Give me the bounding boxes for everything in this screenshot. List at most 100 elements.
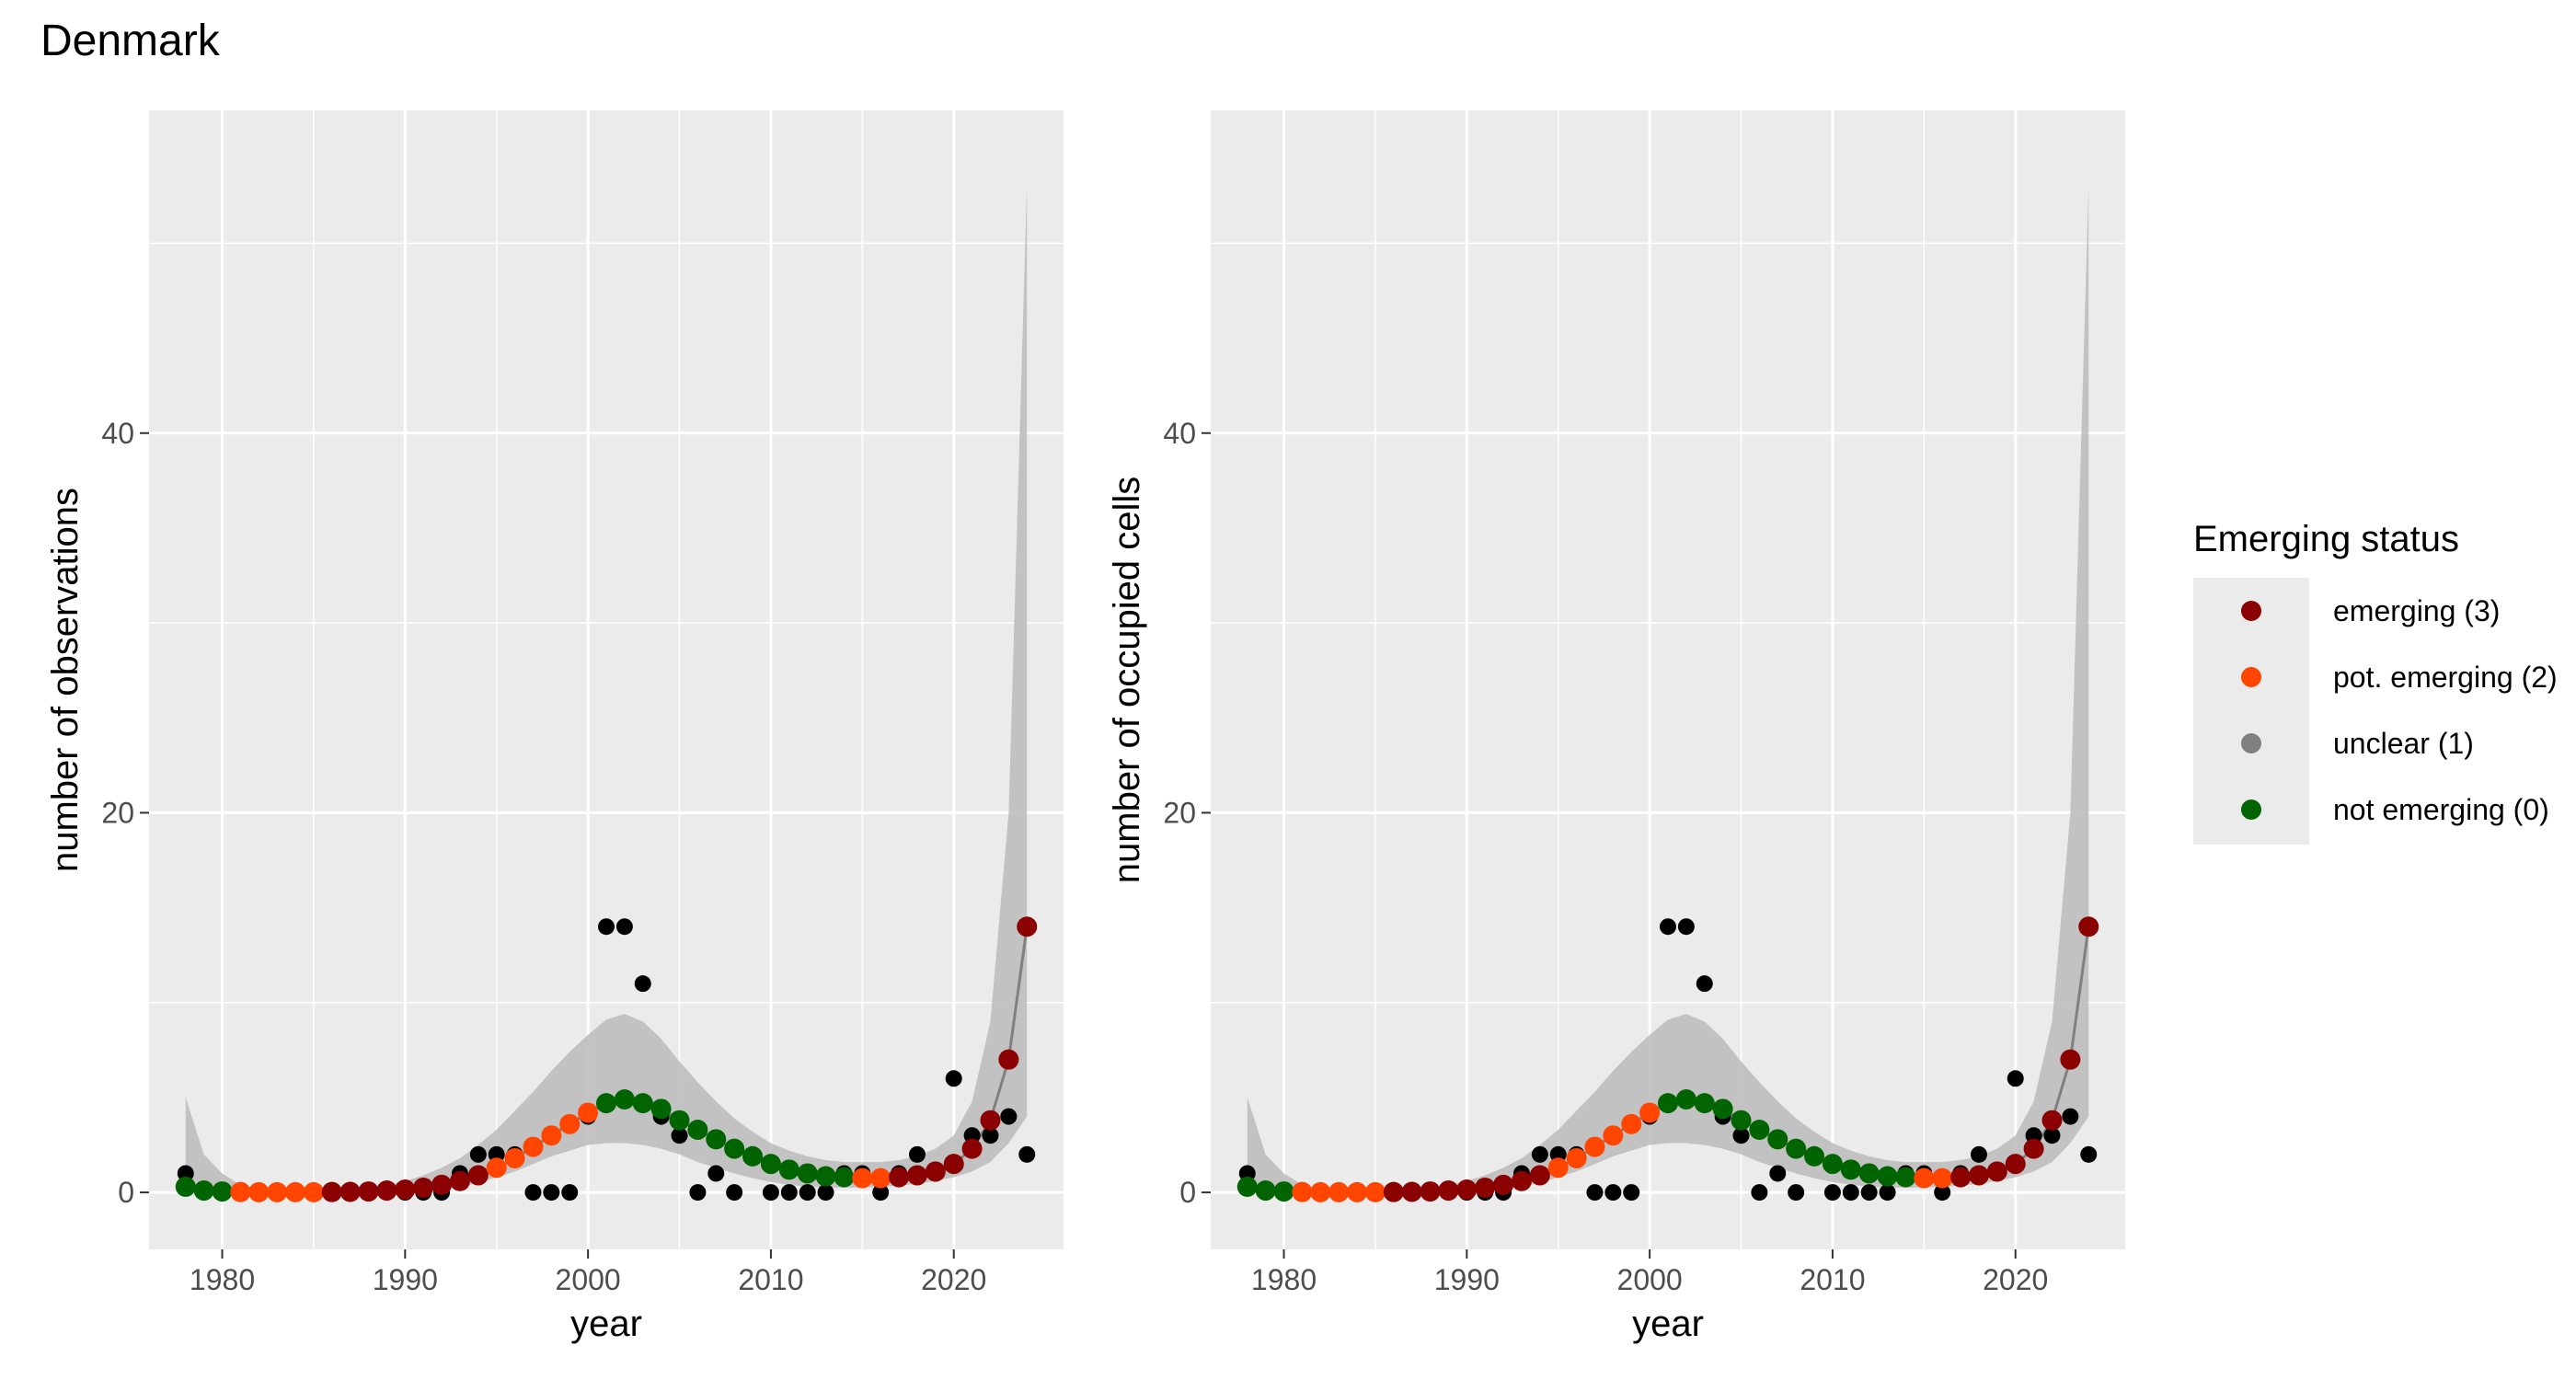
status-point: [815, 1166, 836, 1187]
status-point: [248, 1181, 270, 1202]
observed-point: [1769, 1165, 1787, 1182]
status-point: [1347, 1181, 1368, 1202]
y-axis-title: number of observations: [45, 488, 86, 872]
x-axis-title: year: [1632, 1304, 1704, 1344]
observed-point: [2062, 1108, 2079, 1125]
legend-label-pot: pot. emerging (2): [2333, 661, 2558, 694]
observed-point: [1000, 1108, 1018, 1125]
status-point: [1273, 1181, 1294, 1202]
observed-point: [982, 1127, 999, 1144]
status-point: [1456, 1179, 1478, 1201]
status-point: [687, 1120, 708, 1141]
observed-point: [1823, 1184, 1841, 1202]
observed-point: [1586, 1184, 1604, 1202]
status-point: [175, 1176, 196, 1197]
status-point: [650, 1098, 672, 1120]
observed-point: [908, 1145, 926, 1163]
status-point: [321, 1181, 342, 1202]
status-point: [1950, 1167, 1972, 1188]
status-point: [467, 1165, 489, 1186]
status-point: [486, 1157, 507, 1179]
status-point: [706, 1129, 727, 1150]
x-tick-label: 2010: [1800, 1263, 1865, 1296]
observed-point: [671, 1127, 688, 1144]
status-point: [1475, 1177, 1496, 1198]
status-point: [614, 1088, 635, 1110]
observed-point: [689, 1184, 707, 1202]
panel-1: 1980 1990 2000 2010 2020 0 20 40 year number of o…: [45, 110, 1064, 1344]
observed-point: [561, 1184, 579, 1202]
status-point: [1658, 1093, 1678, 1114]
observed-point: [707, 1165, 725, 1182]
y-tick-label: 40: [101, 417, 134, 450]
observed-point: [945, 1070, 962, 1087]
status-point: [1364, 1181, 1386, 1202]
status-point: [1292, 1181, 1313, 1202]
observed-point: [2080, 1145, 2098, 1163]
status-point: [943, 1154, 964, 1175]
status-point: [1804, 1145, 1825, 1167]
status-point: [2023, 1138, 2044, 1159]
observed-point: [543, 1184, 560, 1202]
y-tick-label: 40: [1163, 417, 1196, 450]
status-point: [1383, 1181, 1404, 1202]
y-tick-label: 20: [101, 796, 134, 829]
status-point: [1822, 1154, 1843, 1175]
status-point: [413, 1177, 434, 1198]
legend-key-emerging: [2241, 601, 2261, 621]
observed-point: [2043, 1127, 2061, 1144]
status-point: [230, 1181, 251, 1202]
status-point: [1749, 1120, 1770, 1141]
observed-point: [726, 1184, 743, 1202]
observed-point: [615, 918, 633, 936]
observed-point: [872, 1184, 890, 1202]
status-point: [1840, 1159, 1861, 1180]
status-point: [1603, 1125, 1624, 1146]
status-point: [1236, 1176, 1258, 1197]
observed-point: [1970, 1145, 1987, 1163]
status-point: [1511, 1170, 1532, 1191]
legend-label-emerging: emerging (3): [2333, 594, 2500, 627]
status-point: [449, 1170, 470, 1191]
status-point: [1529, 1165, 1550, 1186]
observed-point: [1677, 918, 1695, 936]
observed-point: [817, 1184, 834, 1202]
status-point: [1584, 1136, 1605, 1157]
status-point: [852, 1167, 873, 1189]
observed-point: [1531, 1145, 1548, 1163]
x-tick-label: 1980: [190, 1263, 255, 1296]
status-point: [760, 1154, 781, 1175]
observed-point: [1604, 1184, 1622, 1202]
legend-label-unclear: unclear (1): [2333, 727, 2474, 760]
status-point: [1401, 1181, 1422, 1202]
status-point: [1914, 1167, 1935, 1189]
chart-title: Denmark: [40, 17, 221, 65]
observed-point: [1018, 1145, 1036, 1163]
observed-point: [1860, 1184, 1878, 1202]
status-point: [1639, 1102, 1661, 1123]
status-point: [1767, 1129, 1788, 1150]
status-point: [193, 1180, 214, 1202]
status-point: [504, 1147, 525, 1168]
x-tick-label: 1980: [1251, 1263, 1317, 1296]
status-point: [1731, 1110, 1752, 1131]
status-point: [2005, 1154, 2026, 1175]
status-point: [303, 1181, 324, 1202]
status-point: [889, 1167, 910, 1188]
status-point: [1968, 1165, 1989, 1186]
legend-key-pot: [2241, 667, 2261, 687]
x-tick-label: 2000: [556, 1263, 621, 1296]
observed-point: [799, 1184, 816, 1202]
status-point: [669, 1110, 690, 1131]
legend: Emerging status emerging (3) pot. emergin…: [2193, 519, 2558, 845]
observed-point: [634, 975, 651, 993]
status-point: [742, 1145, 764, 1167]
observed-point: [1879, 1184, 1896, 1202]
status-point: [834, 1167, 855, 1188]
y-axis-title: number of occupied cells: [1107, 477, 1147, 883]
status-point: [2041, 1110, 2063, 1131]
status-point: [596, 1093, 616, 1114]
status-point: [212, 1181, 233, 1202]
observed-point: [1660, 918, 1676, 936]
